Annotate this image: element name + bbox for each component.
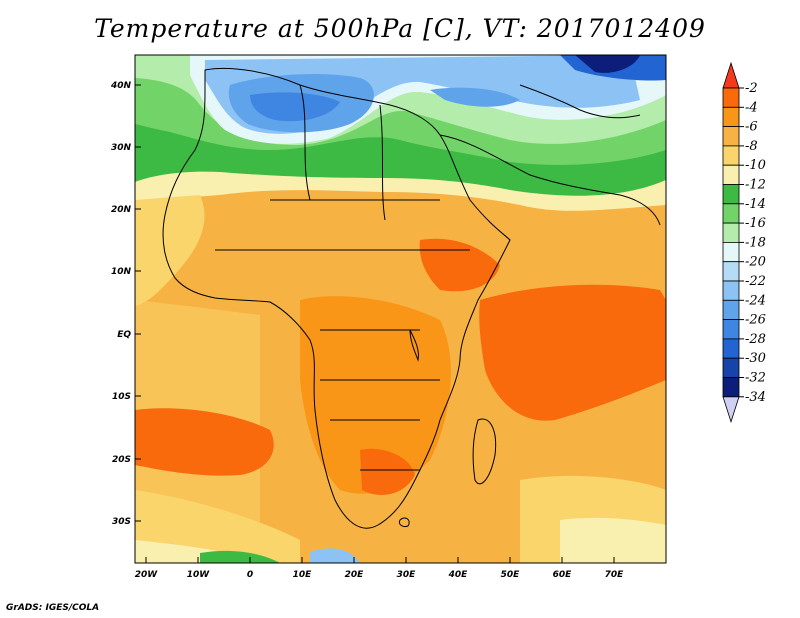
temperature-field — [135, 55, 666, 563]
lat-tick-label: 20S — [112, 455, 131, 465]
colorbar-label: -12 — [745, 178, 766, 193]
lat-axis: 40N 30N 20N 10N EQ 10S 20S 30S — [110, 81, 141, 527]
colorbar-swatch — [722, 299, 740, 320]
colorbar-swatch — [722, 222, 740, 243]
colorbar-label: -14 — [745, 197, 766, 212]
lat-tick-label: 30S — [112, 517, 131, 527]
colorbar-swatch — [722, 396, 740, 424]
map-frame — [134, 54, 667, 564]
colorbar-label: -28 — [745, 332, 766, 347]
colorbar-swatch — [722, 261, 740, 282]
lat-tick-label: 10S — [112, 392, 131, 402]
colorbar-label: -16 — [745, 216, 766, 231]
colorbar-swatch — [722, 319, 740, 340]
colorbar-label: -30 — [745, 351, 766, 366]
colorbar-swatch — [722, 145, 740, 166]
colorbar-label: -6 — [745, 120, 758, 135]
lon-tick-label: 50E — [501, 570, 521, 580]
colorbar-label: -10 — [745, 158, 766, 173]
colorbar-swatch — [722, 87, 740, 108]
lon-tick-label: 70E — [605, 570, 625, 580]
colorbar-label: -32 — [745, 371, 766, 386]
lat-tick-label: 20N — [111, 205, 132, 215]
colorbar-swatch — [722, 184, 740, 205]
lat-tick-label: EQ — [117, 330, 131, 340]
colorbar-label: -22 — [745, 274, 766, 289]
colorbar-swatch — [722, 126, 740, 147]
colorbar-label: -2 — [745, 81, 758, 96]
colorbar-swatch — [722, 61, 740, 89]
lon-tick-label: 20W — [135, 570, 159, 580]
colorbar-swatch — [722, 241, 740, 263]
colorbar-swatch — [722, 377, 740, 398]
colorbar-label: -20 — [745, 255, 766, 270]
colorbar-label: -34 — [745, 390, 766, 405]
colorbar-swatch — [722, 203, 740, 224]
colorbar-label: -18 — [745, 235, 766, 250]
lon-tick-label: 10E — [293, 570, 313, 580]
credit-text: GrADS: IGES/COLA — [6, 603, 100, 613]
colorbar-swatch — [722, 280, 740, 301]
lon-axis: 20W 10W 0 10E 20E 30E 40E 50E 60E 70E — [135, 557, 624, 580]
lon-tick-label: 30E — [397, 570, 417, 580]
map-title: Temperature at 500hPa [C], VT: 201701240… — [94, 14, 706, 43]
lon-tick-label: 60E — [553, 570, 573, 580]
colorbar-label: -26 — [745, 313, 766, 328]
lat-tick-label: 30N — [111, 143, 132, 153]
lon-tick-label: 20E — [345, 570, 365, 580]
lon-tick-label: 40E — [448, 570, 469, 580]
lon-tick-label: 10W — [187, 570, 211, 580]
colorbar-label: -24 — [745, 293, 766, 308]
colorbar-label: -4 — [745, 100, 758, 115]
colorbar-swatch — [722, 338, 740, 359]
colorbar-label: -8 — [745, 139, 758, 154]
lat-tick-label: 40N — [110, 81, 132, 91]
lat-tick-label: 10N — [111, 267, 132, 277]
colorbar: -2 -4 -6 -8 -10 -12 -14 -16 -18 -20 -22 -24 -26 -28 -3… — [722, 61, 766, 424]
colorbar-swatch — [722, 164, 740, 185]
lon-tick-label: 0 — [247, 570, 253, 580]
colorbar-swatch — [722, 357, 740, 378]
coastlines — [162, 67, 661, 529]
colorbar-swatch — [722, 106, 740, 128]
